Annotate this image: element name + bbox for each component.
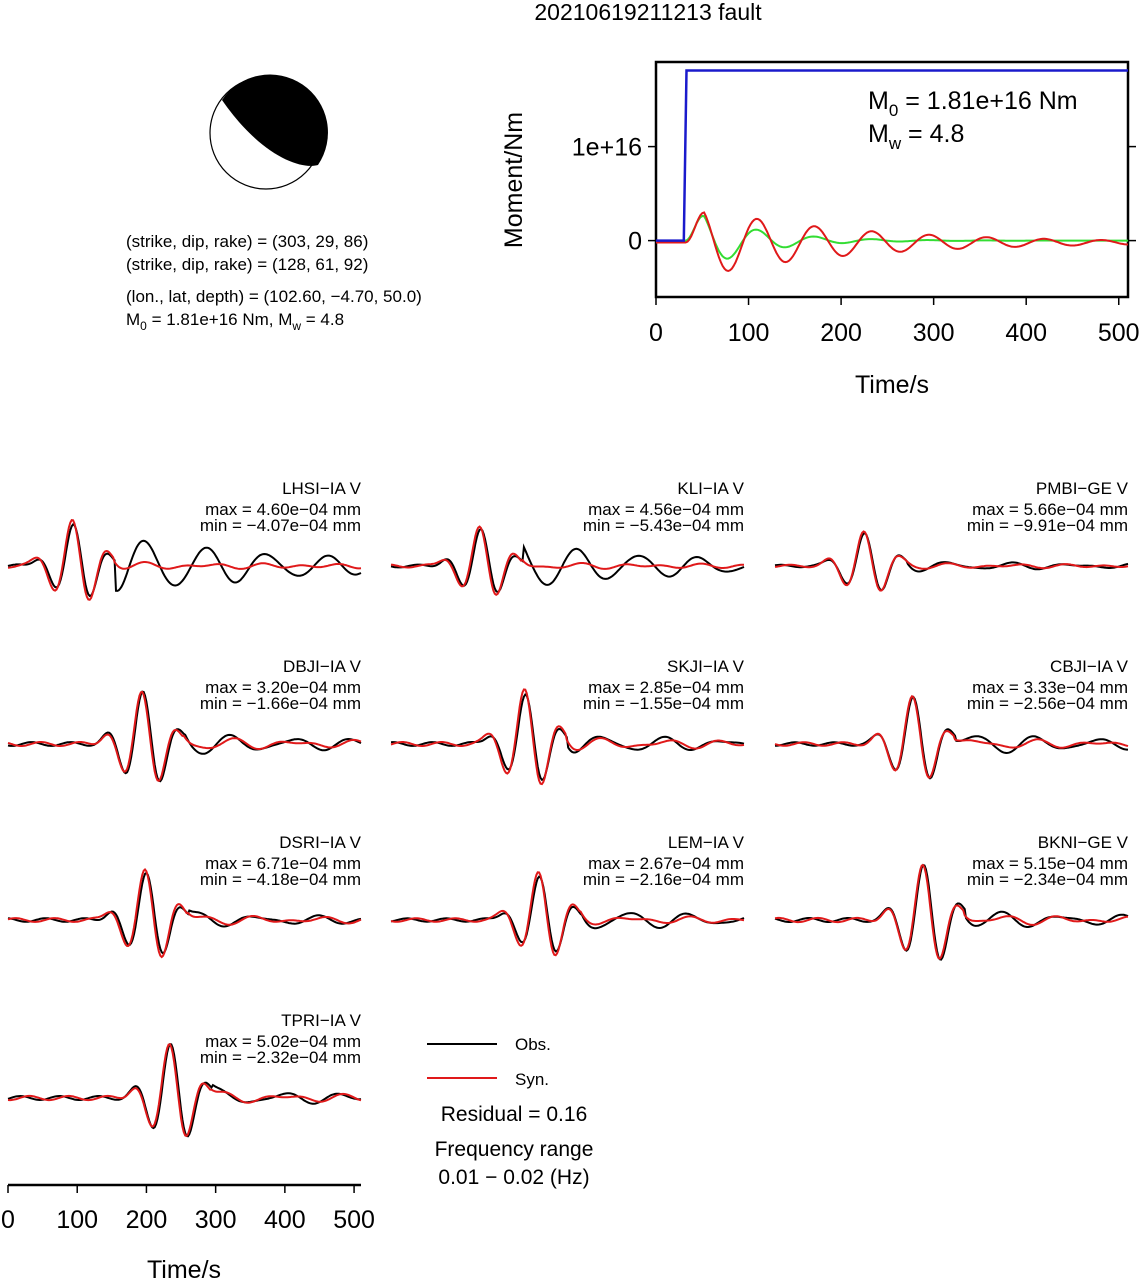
waveform-x-axis-label: Time/s (147, 1256, 221, 1281)
stf-m0-label: M0 = 1.81e+16 Nm (868, 87, 1078, 120)
observed-waveform (7, 523, 362, 598)
station-max: max = 5.15e−04 mm (972, 854, 1128, 873)
station-max: max = 3.20e−04 mm (205, 678, 361, 697)
synthetic-waveform (390, 525, 744, 597)
station-max: max = 5.02e−04 mm (205, 1032, 361, 1051)
stf-cumulative-moment (656, 69, 1128, 242)
station-max: max = 2.67e−04 mm (588, 854, 744, 873)
time-axis-tick-label: 200 (126, 1206, 168, 1234)
observed-waveform (775, 695, 1128, 780)
stf-mw-label: Mw = 4.8 (868, 120, 964, 153)
synthetic-waveform (390, 688, 745, 786)
synthetic-waveform (390, 871, 745, 957)
observed-waveform (390, 527, 745, 594)
station-min: min = −5.43e−04 mm (583, 516, 744, 535)
station-name: PMBI−GE V (1036, 479, 1129, 498)
frequency-range-value: 0.01 − 0.02 (Hz) (438, 1166, 589, 1189)
station-name: CBJI−IA V (1050, 657, 1129, 676)
station-min: min = −1.55e−04 mm (583, 694, 744, 713)
station-max: max = 5.66e−04 mm (972, 500, 1128, 519)
synthetic-waveform (7, 519, 362, 601)
station-name: TPRI−IA V (281, 1011, 361, 1030)
synthetic-waveform (7, 690, 362, 782)
stf-frame (654, 60, 1130, 299)
hypocenter-location: (lon., lat, depth) = (102.60, −4.70, 50.… (126, 287, 422, 306)
station-min: min = −9.91e−04 mm (967, 516, 1128, 535)
time-axis-tick-label: 300 (195, 1206, 237, 1234)
synthetic-waveform (774, 694, 1129, 779)
station-max: max = 3.33e−04 mm (972, 678, 1128, 697)
figure-title: 20210619211213 fault (534, 0, 762, 25)
nodal-plane-2: (strike, dip, rake) = (128, 61, 92) (126, 255, 368, 274)
station-min: min = −1.66e−04 mm (200, 694, 361, 713)
station-min: min = −2.34e−04 mm (967, 870, 1128, 889)
stf-x-tick-label: 0 (649, 319, 663, 347)
station-name: SKJI−IA V (667, 657, 745, 676)
station-name: DSRI−IA V (279, 833, 361, 852)
stf-axis-ticks: 0 100 200 300 400 500 0 1e+16 (572, 134, 1140, 347)
stf-x-tick-label: 400 (1005, 319, 1047, 347)
station-min: min = −2.16e−04 mm (583, 870, 744, 889)
frequency-range-title: Frequency range (435, 1138, 594, 1161)
stf-y-tick-label: 1e+16 (572, 134, 642, 162)
station-name: KLI−IA V (677, 479, 744, 498)
stf-rate-curve (656, 214, 1128, 260)
legend-syn-label: Syn. (515, 1070, 549, 1089)
synthetic-waveform (774, 863, 1129, 961)
station-name: DBJI−IA V (283, 657, 362, 676)
station-max: max = 4.60e−04 mm (205, 500, 361, 519)
stf-y-axis-label: Moment/Nm (500, 112, 528, 248)
synthetic-waveform (7, 1043, 362, 1138)
observed-waveform (774, 532, 1129, 592)
stf-x-tick-label: 100 (728, 319, 770, 347)
station-min: min = −2.32e−04 mm (200, 1048, 361, 1067)
legend-obs-label: Obs. (515, 1035, 551, 1054)
station-max: max = 4.56e−04 mm (588, 500, 744, 519)
stf-x-axis-label: Time/s (855, 371, 929, 399)
station-max: max = 6.71e−04 mm (205, 854, 361, 873)
focal-mechanism-beachball (209, 74, 328, 190)
station-name: LHSI−IA V (282, 479, 362, 498)
time-axis-tick-label: 0 (1, 1206, 15, 1234)
station-min: min = −4.07e−04 mm (200, 516, 361, 535)
station-min: min = −4.18e−04 mm (200, 870, 361, 889)
synthetic-waveform (774, 530, 1129, 592)
stf-series (656, 69, 1129, 273)
station-min: min = −2.56e−04 mm (967, 694, 1128, 713)
legend: Obs. Syn. Residual = 0.16 Frequency rang… (427, 1035, 593, 1189)
synthetic-waveform (7, 868, 362, 959)
residual-label: Residual = 0.16 (441, 1103, 588, 1126)
station-name: LEM−IA V (668, 833, 745, 852)
nodal-plane-1: (strike, dip, rake) = (303, 29, 86) (126, 232, 368, 251)
stf-rate-curve (656, 211, 1129, 273)
time-axis-tick-label: 500 (333, 1206, 375, 1234)
station-name: BKNI−GE V (1038, 833, 1129, 852)
stf-x-tick-label: 300 (913, 319, 955, 347)
moment-summary: M0 = 1.81e+16 Nm, Mw = 4.8 (126, 310, 344, 333)
observed-waveform (7, 1042, 362, 1138)
time-axis-tick-label: 100 (56, 1206, 98, 1234)
waveform-time-axis: 0 100 200 300 400 500 (1, 1183, 375, 1234)
observed-waveform (7, 690, 362, 783)
stf-x-tick-label: 500 (1098, 319, 1140, 347)
time-axis-tick-label: 400 (264, 1206, 306, 1234)
stf-y-tick-label: 0 (628, 228, 642, 256)
station-max: max = 2.85e−04 mm (588, 678, 744, 697)
stf-x-tick-label: 200 (820, 319, 862, 347)
